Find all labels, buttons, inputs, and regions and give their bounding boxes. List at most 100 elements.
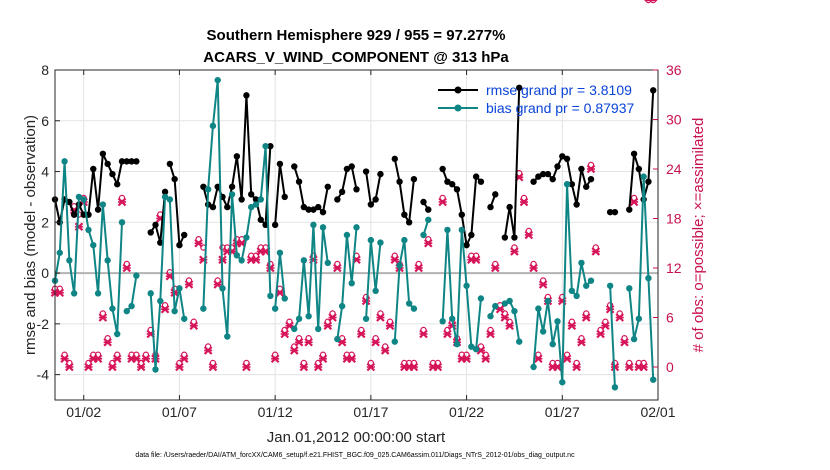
bias-point — [200, 305, 207, 312]
bias-point — [90, 241, 97, 249]
rmse-point — [353, 186, 360, 193]
rmse-point — [104, 160, 111, 168]
obs-assimilated-marker — [60, 354, 69, 364]
obs-assimilated-marker — [524, 230, 534, 240]
rmse-line-segment — [168, 163, 186, 247]
y-tick-label: 6 — [41, 113, 49, 129]
rmse-point — [535, 173, 542, 180]
rmse-point — [319, 208, 327, 216]
rmse-point — [248, 191, 255, 198]
bias-point — [228, 191, 236, 198]
bias-point — [573, 292, 580, 300]
obs-assimilated-marker — [208, 362, 218, 372]
rmse-point — [420, 198, 427, 206]
rmse-point — [315, 203, 322, 211]
bias-point — [477, 295, 485, 302]
rmse-point — [544, 170, 552, 178]
rmse-point — [224, 203, 231, 211]
bias-point — [133, 272, 140, 279]
bias-point — [535, 305, 542, 312]
bias-point — [271, 305, 279, 312]
obs-assimilated-marker — [323, 321, 333, 331]
obs-assimilated-marker — [481, 354, 490, 364]
rmse-line-segment — [149, 191, 167, 244]
obs-assimilated-marker — [620, 337, 629, 347]
obs-assimilated-marker — [591, 247, 601, 256]
bias-point — [338, 302, 346, 310]
bias-point — [161, 193, 169, 201]
rmse-point — [99, 150, 107, 157]
bias-point — [554, 318, 561, 325]
rmse-point — [449, 181, 456, 188]
y-right-tick-label: 36 — [666, 62, 682, 78]
data-file-footnote: data file: /Users/raeder/DAI/ATM_forcXX/… — [135, 452, 575, 459]
obs-assimilated-marker — [471, 255, 481, 265]
obs-assimilated-marker — [318, 354, 328, 364]
y-tick-label: 0 — [41, 265, 49, 281]
bias-point — [472, 346, 480, 353]
obs-assimilated-marker — [385, 321, 395, 331]
bias-line-segment — [609, 285, 616, 388]
bias-point — [123, 307, 130, 315]
rmse-point — [181, 231, 188, 239]
rmse-point — [305, 206, 312, 213]
y-tick-label: -2 — [37, 316, 50, 332]
bias-point — [224, 333, 231, 340]
obs-assimilated-marker — [175, 362, 184, 372]
bias-point — [80, 196, 87, 203]
x-tick-label: 01/22 — [449, 404, 484, 420]
obs-assimilated-marker — [122, 263, 132, 273]
bias-point — [391, 338, 398, 345]
obs-assimilated-marker — [409, 362, 419, 372]
obs-assimilated-marker — [486, 329, 495, 339]
rmse-point — [377, 170, 384, 178]
obs-assimilated-marker — [55, 288, 65, 298]
obs-assimilated-marker — [203, 346, 213, 355]
x-tick-label: 02/01 — [640, 404, 675, 420]
obs-assimilated-marker — [103, 337, 112, 347]
rmse-point — [114, 181, 121, 188]
obs-assimilated-marker — [562, 354, 572, 364]
y-tick-label: 2 — [41, 214, 49, 230]
axis-ticks: 01/02 01/07 01/12 01/17 01/22 01/27 02/01 -4 -2 0… — [37, 62, 682, 420]
bias-point — [305, 313, 312, 320]
obs-assimilated-marker — [112, 354, 122, 364]
rmse-point — [66, 198, 73, 206]
bias-point — [348, 280, 355, 287]
obs-assimilated-marker — [290, 346, 299, 355]
legend-rmse-marker — [454, 86, 462, 94]
bias-line-segment — [149, 196, 167, 371]
x-tick-label: 01/07 — [162, 404, 197, 420]
bias-point — [511, 307, 518, 315]
obs-assimilated-marker — [462, 354, 471, 364]
legend-bias-label: bias grand pr = 0.87937 — [486, 100, 634, 116]
rmse-point — [530, 178, 537, 185]
rmse-point — [563, 155, 571, 163]
rmse-point — [209, 203, 217, 211]
rmse-point — [271, 221, 279, 229]
rmse-point — [147, 229, 154, 236]
obs-assimilated-marker — [141, 354, 151, 364]
obs-assimilated-marker — [108, 362, 117, 372]
rmse-point — [439, 165, 446, 173]
bias-point — [166, 196, 174, 203]
rmse-point — [492, 191, 499, 198]
bias-point — [635, 315, 643, 322]
rmse-point — [568, 181, 576, 188]
rmse-line-segment — [365, 171, 382, 206]
obs-assimilated-marker — [366, 362, 376, 372]
obs-assimilated-marker — [581, 313, 591, 322]
bias-point — [367, 236, 375, 244]
rmse-point — [410, 175, 418, 183]
bias-point — [420, 231, 427, 239]
obs-assimilated-marker — [84, 362, 93, 372]
obs-assimilated-marker — [160, 304, 170, 314]
rmse-point — [472, 173, 480, 180]
bias-point — [56, 249, 63, 256]
bias-point — [362, 315, 370, 322]
bias-point — [444, 226, 451, 234]
obs-possible-marker — [645, 0, 652, 4]
obs-assimilated-marker — [491, 263, 500, 273]
rmse-point — [128, 158, 135, 165]
